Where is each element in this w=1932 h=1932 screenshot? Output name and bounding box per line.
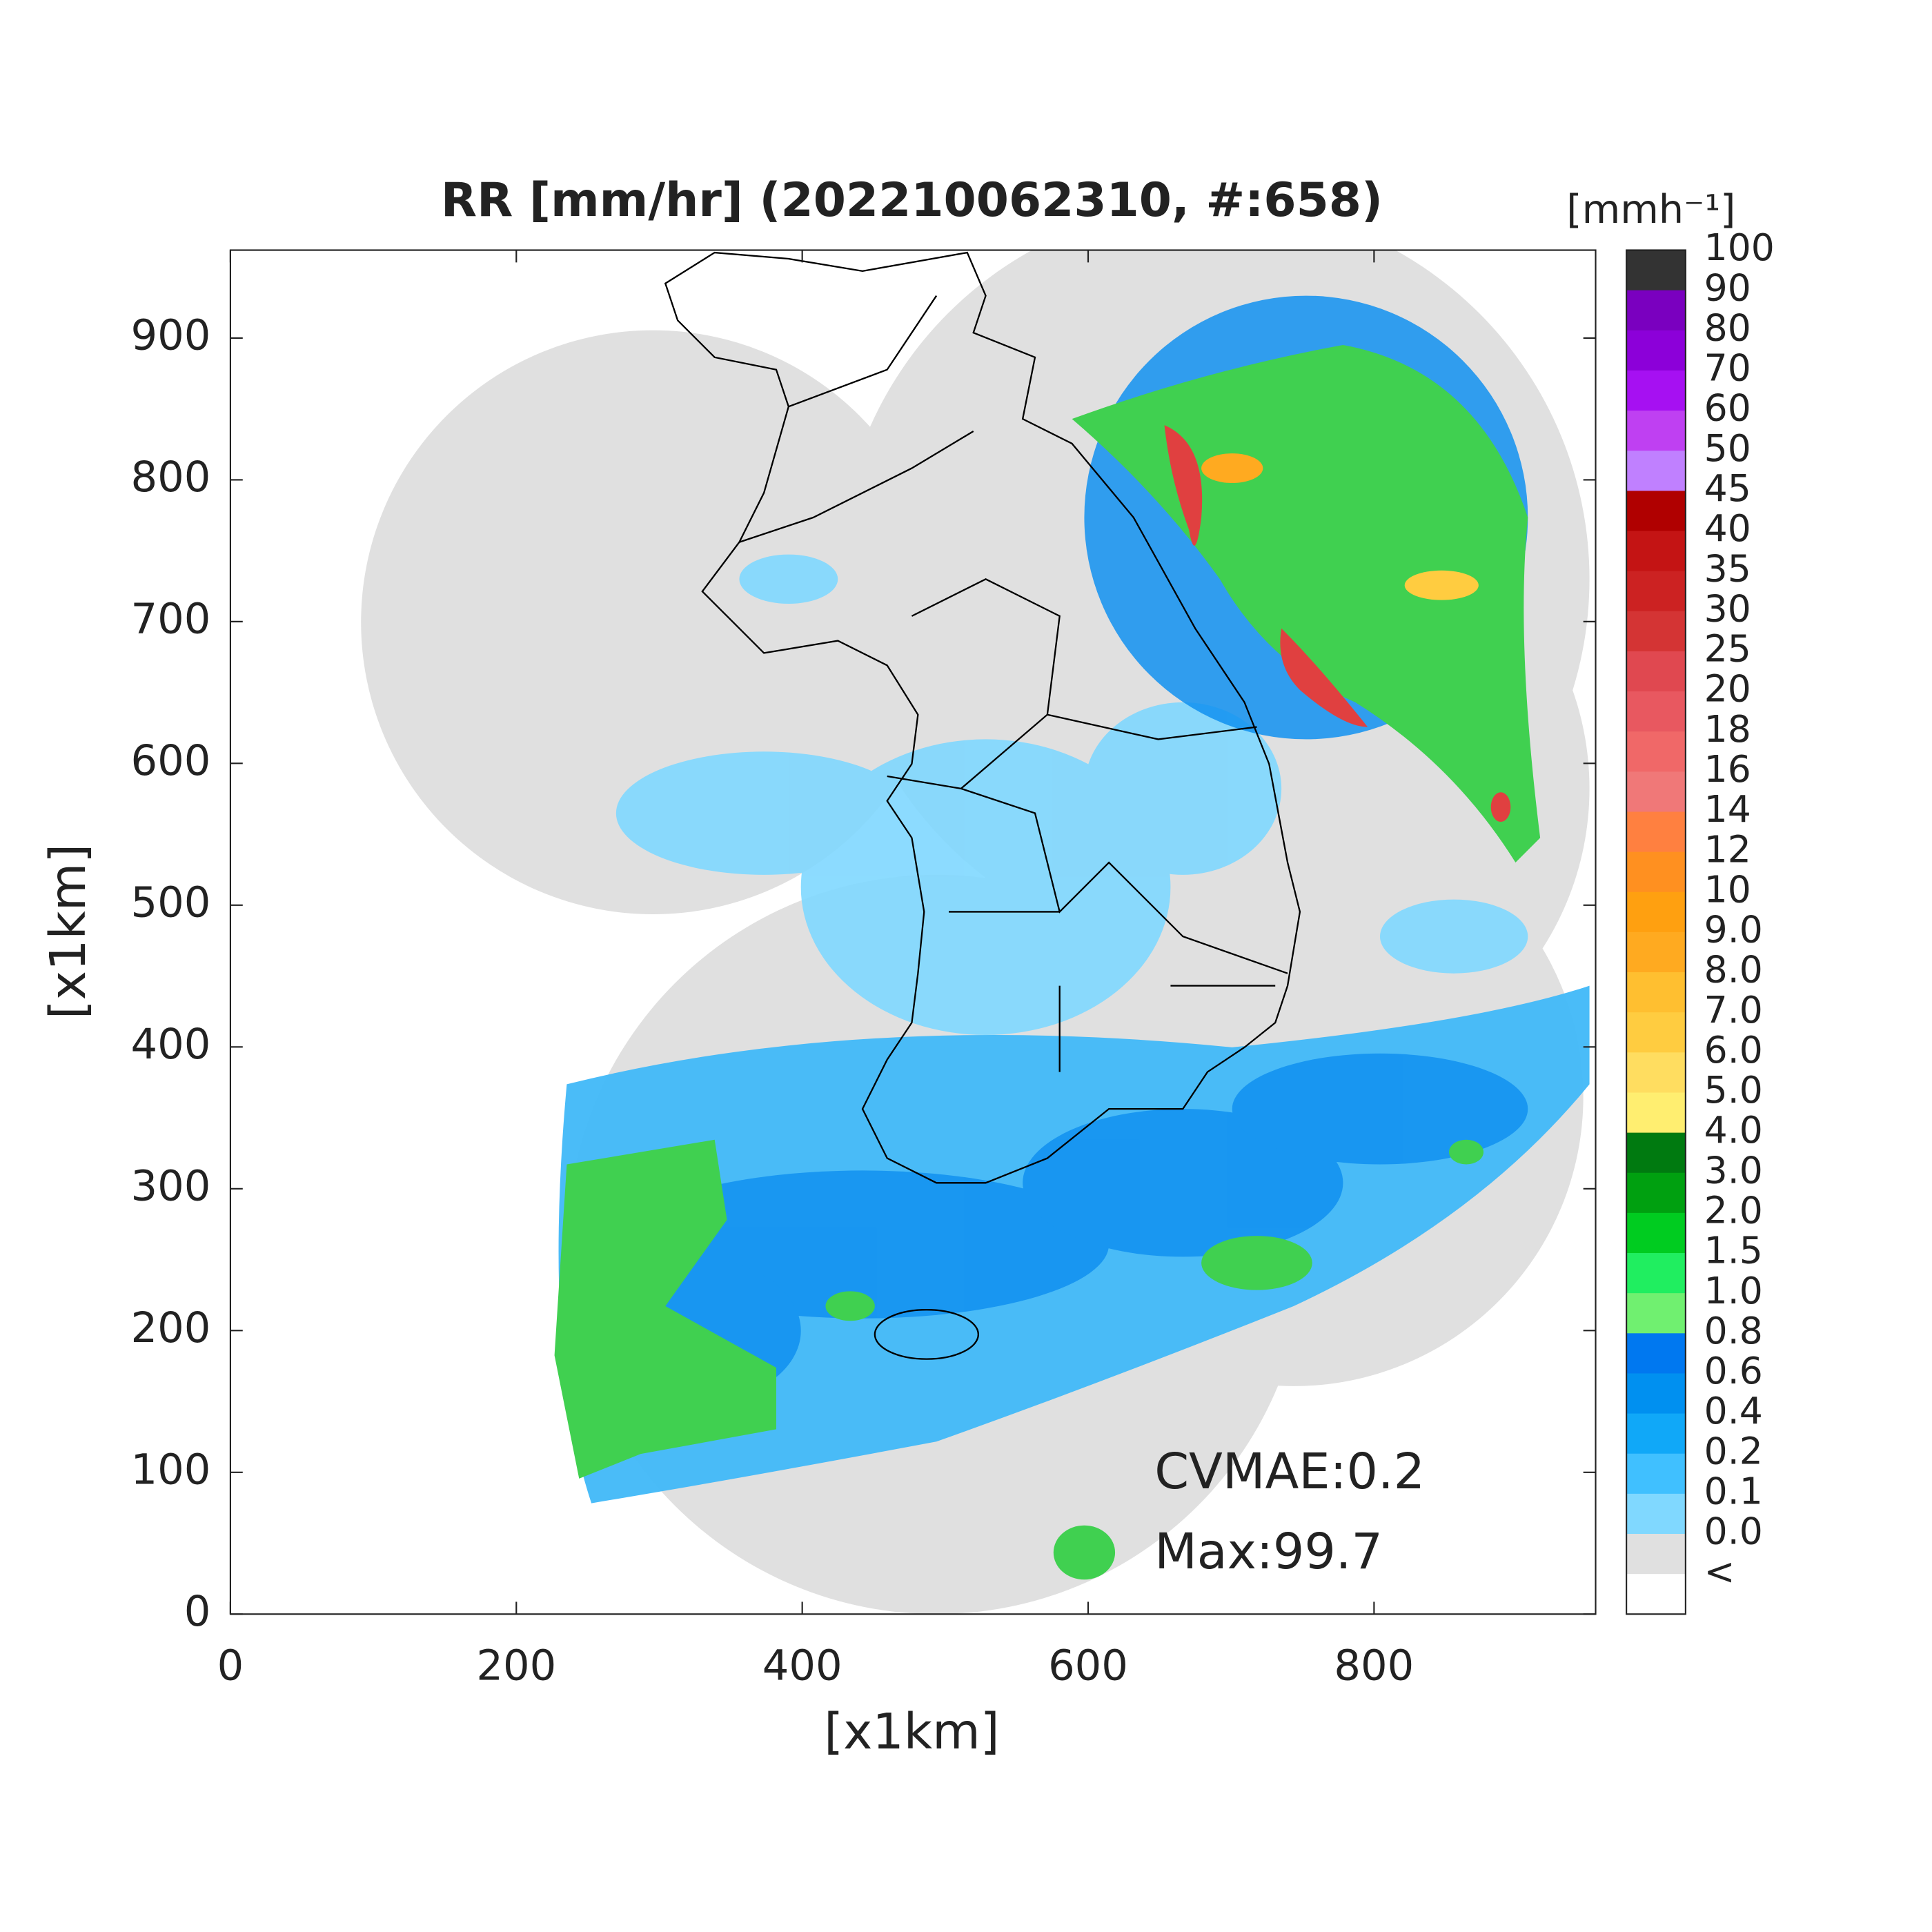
colorbar-label: 0.0 (1704, 1510, 1763, 1553)
colorbar-label: 0.8 (1704, 1309, 1763, 1352)
colorbar-label: 6.0 (1704, 1028, 1763, 1072)
y-tick-label: 800 (130, 453, 210, 502)
colorbar-label: 35 (1704, 546, 1751, 590)
colorbar-swatch (1626, 1172, 1686, 1214)
colorbar-label: 100 (1704, 226, 1775, 269)
colorbar-swatch (1626, 1453, 1686, 1495)
colorbar-swatch (1626, 1534, 1686, 1575)
colorbar-swatch (1626, 611, 1686, 652)
colorbar-swatch (1626, 330, 1686, 371)
colorbar-swatch (1626, 1092, 1686, 1134)
colorbar-label: 80 (1704, 306, 1751, 349)
y-axis-label: [x1km] (39, 844, 97, 1019)
colorbar-label: 1.5 (1704, 1229, 1763, 1272)
y-tick-label: 300 (130, 1162, 210, 1210)
x-tick-label: 400 (762, 1642, 842, 1690)
colorbar-swatch (1626, 1413, 1686, 1455)
colorbar-label: 40 (1704, 506, 1751, 550)
colorbar-label: 2.0 (1704, 1189, 1763, 1232)
colorbar-swatch (1626, 1333, 1686, 1374)
colorbar-swatch (1626, 691, 1686, 733)
x-axis-label: [x1km] (824, 1703, 999, 1760)
annotation: CVMAE:0.2 (1154, 1443, 1425, 1500)
colorbar-label: 0.6 (1704, 1349, 1763, 1392)
colorbar-swatch (1626, 851, 1686, 893)
colorbar-label: 7.0 (1704, 988, 1763, 1032)
colorbar-label: 4.0 (1704, 1108, 1763, 1152)
colorbar-label: 0.1 (1704, 1470, 1763, 1513)
colorbar-label: 1.0 (1704, 1269, 1763, 1312)
colorbar-label: 10 (1704, 867, 1751, 911)
rain-light (615, 554, 1528, 1035)
colorbar-swatch (1626, 531, 1686, 572)
colorbar-swatch (1626, 451, 1686, 492)
colorbar-swatch (1626, 1493, 1686, 1535)
colorbar-swatch (1626, 250, 1686, 291)
colorbar-label: 8.0 (1704, 948, 1763, 992)
y-tick-label: 0 (184, 1588, 211, 1636)
x-tick-label: 800 (1334, 1642, 1414, 1690)
colorbar-label: 0.4 (1704, 1389, 1763, 1432)
colorbar-label: 12 (1704, 827, 1751, 871)
colorbar-unit: [mmh⁻¹] (1566, 187, 1735, 233)
colorbar-swatch (1626, 972, 1686, 1014)
y-tick-label: 500 (130, 878, 210, 927)
colorbar-label: 45 (1704, 466, 1751, 510)
colorbar-swatch (1626, 651, 1686, 692)
dynamic-layer: 0 200 400 600 800 0 100 200 300 400 500 600 700 800 90… (130, 226, 1774, 1690)
y-tick-label: 700 (130, 595, 210, 643)
colorbar-swatch (1626, 370, 1686, 411)
colorbar-swatch (1626, 811, 1686, 853)
colorbar-swatch (1626, 891, 1686, 933)
colorbar-label: 25 (1704, 627, 1751, 671)
colorbar-swatch (1626, 491, 1686, 532)
colorbar-swatch (1626, 1574, 1686, 1615)
y-tick-label: 600 (130, 737, 210, 785)
colorbar-frame (1626, 249, 1686, 1615)
colorbar-swatch (1626, 1012, 1686, 1054)
colorbar-swatch (1626, 1052, 1686, 1094)
x-tick-label: 0 (217, 1642, 244, 1690)
x-tick-label: 600 (1048, 1642, 1128, 1690)
colorbar-label: 60 (1704, 386, 1751, 430)
map-title: RR [mm/hr] (202210062310, #:658) (441, 173, 1383, 228)
colorbar-swatch (1626, 1212, 1686, 1254)
colorbar-swatch (1626, 1373, 1686, 1414)
colorbar-swatch (1626, 290, 1686, 331)
colorbar-label: 20 (1704, 667, 1751, 711)
colorbar-label: 9.0 (1704, 908, 1763, 952)
colorbar-label: 90 (1704, 266, 1751, 309)
colorbar-label: 0.2 (1704, 1429, 1763, 1472)
rain-red (1164, 425, 1511, 822)
x-tick-label: 200 (476, 1642, 556, 1690)
colorbar-label: 70 (1704, 346, 1751, 390)
colorbar-label: 16 (1704, 747, 1751, 791)
coastline (664, 251, 1301, 1360)
colorbar-swatch (1626, 1132, 1686, 1174)
colorbar-label: 30 (1704, 586, 1751, 630)
colorbar-swatch (1626, 1293, 1686, 1334)
y-tick-label: 900 (130, 311, 210, 359)
colorbar-label: 50 (1704, 426, 1751, 470)
colorbar-swatch (1626, 931, 1686, 973)
colorbar-swatch (1626, 1253, 1686, 1294)
annotation: Max:99.7 (1154, 1523, 1383, 1580)
colorbar-swatch (1626, 411, 1686, 452)
colorbar-swatch (1626, 731, 1686, 773)
plot-frame (229, 249, 1597, 1615)
y-tick-label: 400 (130, 1021, 210, 1069)
colorbar-label: 18 (1704, 707, 1751, 751)
colorbar-label: 14 (1704, 787, 1751, 831)
colorbar-label: < (1704, 1550, 1735, 1593)
colorbar-label: 5.0 (1704, 1068, 1763, 1112)
colorbar-swatch (1626, 771, 1686, 813)
y-tick-label: 200 (130, 1304, 210, 1352)
colorbar-swatch (1626, 571, 1686, 612)
radar-map (361, 250, 1590, 1615)
colorbar-label: 3.0 (1704, 1148, 1763, 1192)
y-tick-label: 100 (130, 1446, 210, 1494)
